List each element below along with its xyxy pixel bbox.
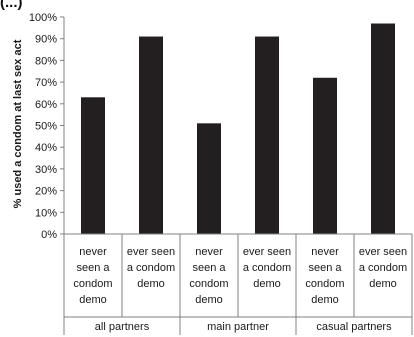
x-tick-label: ever seen: [243, 246, 291, 258]
bars: [81, 23, 395, 235]
x-tick-label: seen a: [308, 262, 342, 274]
y-tick-label: 70%: [35, 77, 57, 89]
x-tick-label: demo: [369, 278, 397, 290]
bar-1-0: [197, 123, 221, 234]
y-tick-label: 50%: [35, 121, 57, 133]
y-tick-label: 40%: [35, 142, 57, 154]
x-tick-label: a condom: [127, 262, 175, 274]
bar-2-0: [313, 77, 337, 234]
y-tick-label: 10%: [35, 207, 57, 219]
bar-2-1: [371, 23, 395, 235]
x-tick-label: seen a: [192, 262, 226, 274]
x-tick-label: never: [79, 246, 107, 258]
bar-1-1: [255, 36, 279, 234]
x-tick-label: demo: [79, 294, 107, 306]
x-tick-label: demo: [137, 278, 165, 290]
y-tick-label: 30%: [35, 164, 57, 176]
y-tick-label: 80%: [35, 55, 57, 67]
y-tick-label: 90%: [35, 34, 57, 46]
x-tick-label: demo: [195, 294, 223, 306]
x-tick-label: seen a: [76, 262, 110, 274]
bar-0-0: [81, 97, 105, 234]
group-label: all partners: [95, 321, 150, 333]
y-tick-label: 60%: [35, 99, 57, 111]
bar-0-1: [139, 36, 163, 234]
x-tick-label: never: [311, 246, 339, 258]
y-axis-ticks: 0% 10% 20% 30% 40% 50% 60% 70% 80% 90% 100%: [29, 12, 64, 241]
x-tick-label: condom: [189, 278, 228, 290]
y-tick-label: 100%: [29, 12, 57, 24]
y-tick-label: 0%: [41, 229, 57, 241]
x-axis-labels: never seen a condom demo ever seen a condom de…: [73, 246, 407, 333]
x-tick-label: a condom: [359, 262, 407, 274]
x-tick-label: condom: [73, 278, 112, 290]
x-tick-label: demo: [311, 294, 339, 306]
panel-label: (...): [0, 0, 23, 11]
x-tick-label: a condom: [243, 262, 291, 274]
x-tick-label: ever seen: [127, 246, 175, 258]
y-axis-title-group: % used a condom at last sex act: [12, 39, 24, 208]
group-label: main partner: [207, 321, 269, 333]
group-label: casual partners: [316, 321, 392, 333]
x-tick-label: demo: [253, 278, 281, 290]
x-tick-label: condom: [305, 278, 344, 290]
x-tick-label: never: [195, 246, 223, 258]
y-tick-label: 20%: [35, 186, 57, 198]
y-axis-title: % used a condom at last sex act: [12, 39, 24, 208]
x-tick-label: ever seen: [359, 246, 407, 258]
axes: [63, 17, 413, 335]
